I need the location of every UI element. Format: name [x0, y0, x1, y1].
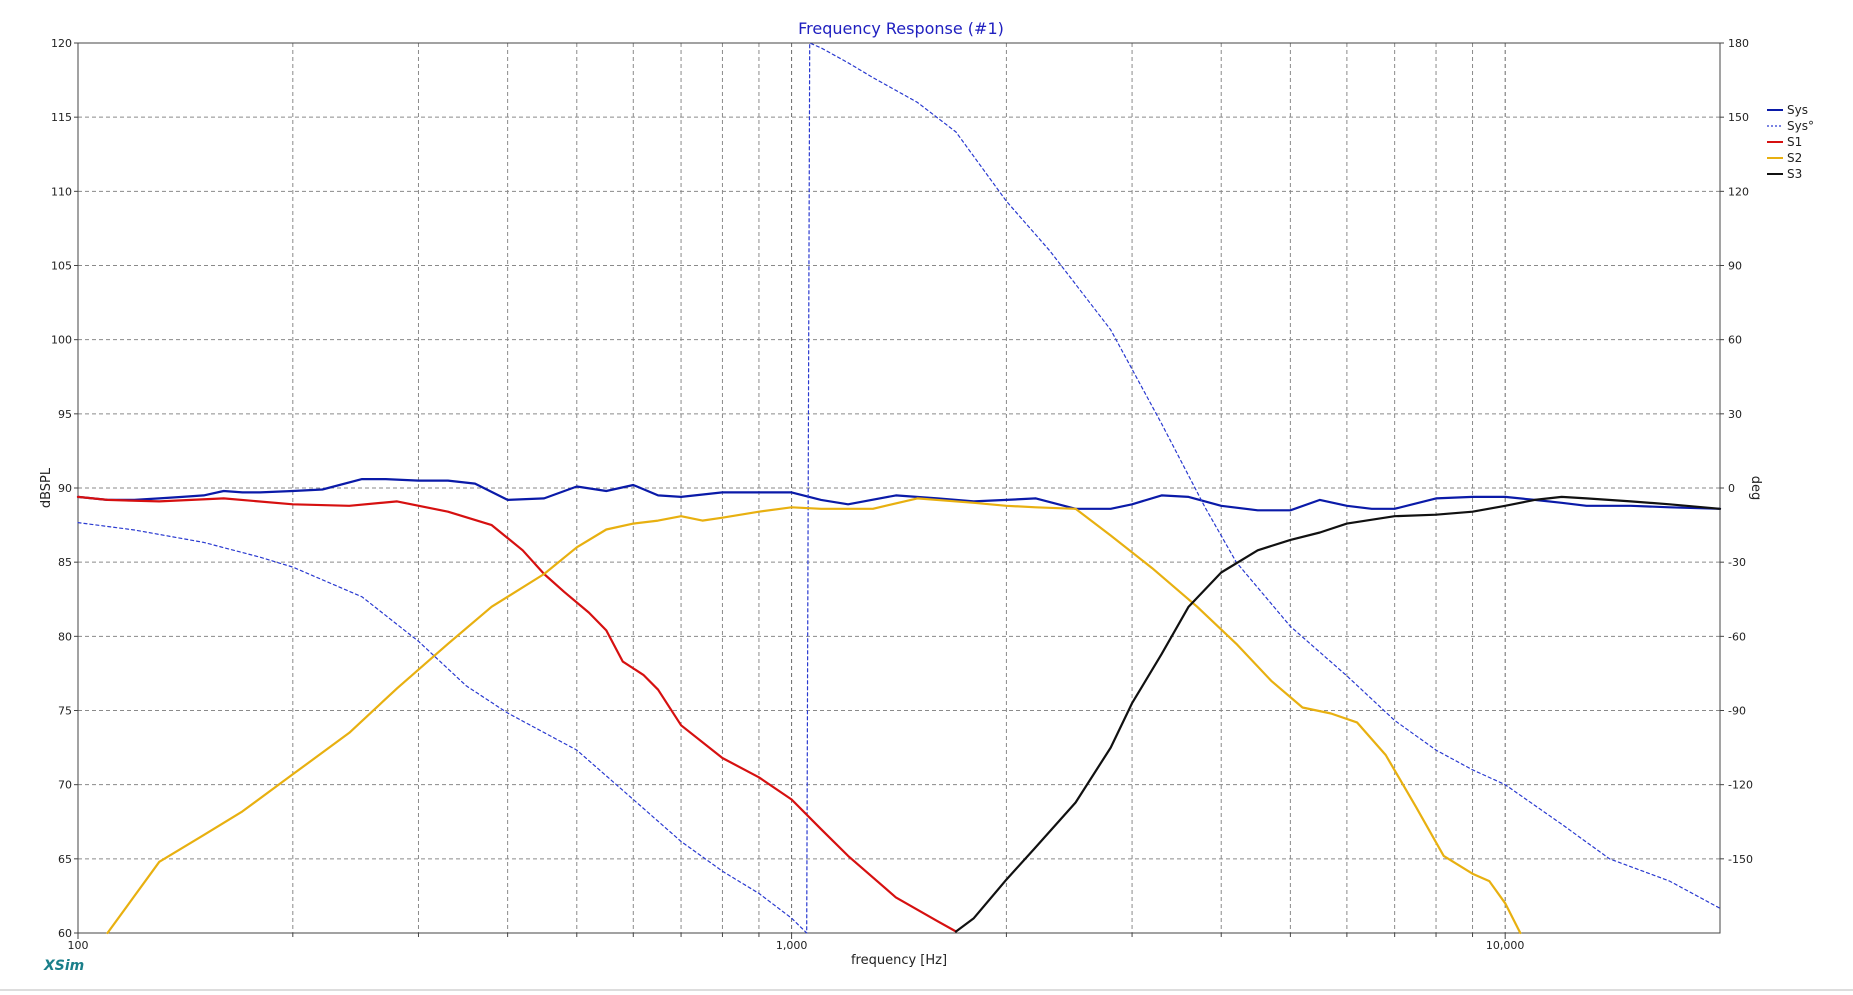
y2-tick-label: 30	[1728, 408, 1742, 421]
y2-tick-label: -150	[1728, 853, 1753, 866]
y-tick-label: 60	[58, 927, 72, 940]
y2-tick-label: 120	[1728, 185, 1749, 198]
y2-tick-label: -30	[1728, 556, 1746, 569]
y-tick-label: 100	[51, 334, 72, 347]
legend-label: Sys	[1787, 103, 1808, 117]
tick-labels: 60 65 70 75 80 85 90 95 100 105 110 115 120 180 150 120…	[0, 37, 1853, 991]
legend-label: Sys°	[1787, 119, 1814, 133]
chart-title: Frequency Response (#1)	[798, 19, 1004, 38]
y2-tick-label: -90	[1728, 705, 1746, 718]
y2-axis-label: deg	[1748, 476, 1763, 501]
y-tick-label: 80	[58, 630, 72, 643]
y-tick-label: 70	[58, 779, 72, 792]
x-tick-label: 1,000	[776, 939, 808, 952]
series-line-s2	[106, 497, 1522, 935]
y2-tick-label: 180	[1728, 37, 1749, 50]
xsim-logo: XSim	[43, 958, 84, 974]
x-tick-label: 100	[68, 939, 89, 952]
y-tick-label: 110	[51, 185, 72, 198]
y2-tick-label: -120	[1728, 779, 1753, 792]
series-line-sys-phase	[77, 42, 1721, 934]
legend-label: S3	[1787, 167, 1802, 181]
y-tick-label: 105	[51, 260, 72, 273]
y-tick-label: 65	[58, 853, 72, 866]
x-tick-label: 10,000	[1486, 939, 1525, 952]
y-tick-label: 115	[51, 111, 72, 124]
series-lines	[76, 42, 1722, 935]
x-axis-label: frequency [Hz]	[851, 953, 947, 968]
legend: Sys Sys° S1 S2 S3	[1767, 103, 1814, 181]
legend-label: S1	[1787, 135, 1802, 149]
legend-label: S2	[1787, 151, 1802, 165]
series-line-s1	[76, 495, 958, 933]
y2-tick-label: -60	[1728, 630, 1746, 643]
y2-tick-label: 0	[1728, 482, 1735, 495]
y-tick-label: 90	[58, 482, 72, 495]
series-line-sys	[76, 478, 1722, 512]
y-tick-label: 95	[58, 408, 72, 421]
y-tick-label: 85	[58, 556, 72, 569]
y-axis-label: dBSPL	[39, 467, 54, 508]
y-tick-label: 75	[58, 705, 72, 718]
y2-tick-label: 90	[1728, 260, 1742, 273]
grid-layer	[78, 43, 1720, 933]
y2-tick-label: 150	[1728, 111, 1749, 124]
series-line-s3	[954, 495, 1722, 933]
y2-tick-label: 60	[1728, 334, 1742, 347]
y-tick-label: 120	[51, 37, 72, 50]
